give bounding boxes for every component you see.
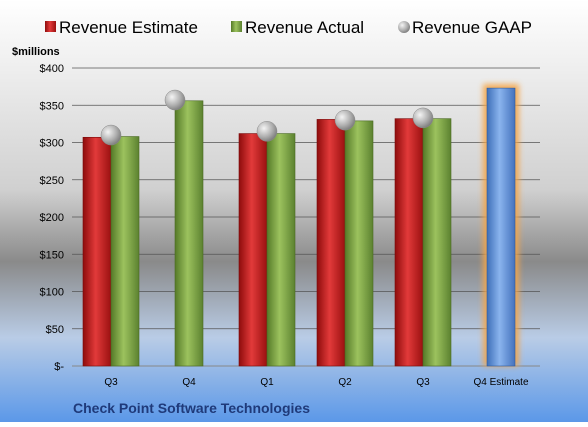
bar-revenue-estimate bbox=[316, 119, 346, 367]
y-axis-title: $millions bbox=[12, 46, 60, 58]
x-tick-label: Q1 bbox=[260, 377, 274, 388]
x-tick-label: Q4 Estimate bbox=[473, 377, 528, 388]
y-tick-label: $300 bbox=[40, 138, 64, 150]
marker-revenue-gaap bbox=[334, 109, 356, 131]
marker-revenue-gaap bbox=[412, 107, 434, 129]
y-tick-label: $350 bbox=[40, 100, 64, 112]
chart-title: Check Point Software Technologies bbox=[73, 400, 310, 416]
legend-swatch bbox=[398, 21, 410, 33]
y-tick-label: $150 bbox=[40, 249, 64, 261]
bar-q4-estimate bbox=[486, 87, 516, 367]
bar-revenue-estimate bbox=[238, 133, 268, 367]
legend-label: Revenue GAAP bbox=[412, 18, 532, 37]
bar-revenue-actual bbox=[422, 118, 452, 367]
marker-revenue-gaap bbox=[100, 124, 122, 146]
legend-swatch bbox=[231, 21, 242, 32]
bar-revenue-estimate bbox=[394, 118, 424, 367]
x-tick-label: Q2 bbox=[338, 377, 352, 388]
legend-label: Revenue Actual bbox=[245, 18, 364, 37]
x-tick-label: Q3 bbox=[416, 377, 430, 388]
y-tick-label: $- bbox=[54, 361, 64, 373]
legend-swatch bbox=[45, 21, 56, 32]
marker-revenue-gaap bbox=[256, 121, 278, 142]
y-tick-label: $250 bbox=[40, 175, 64, 187]
y-tick-label: $400 bbox=[40, 63, 64, 75]
marker-revenue-gaap bbox=[164, 89, 186, 111]
bar-revenue-actual bbox=[174, 100, 204, 367]
x-tick-label: Q3 bbox=[104, 377, 118, 388]
bar-revenue-actual bbox=[110, 136, 140, 367]
bar-revenue-estimate bbox=[82, 136, 112, 367]
legend-label: Revenue Estimate bbox=[59, 18, 198, 37]
y-tick-label: $200 bbox=[40, 212, 64, 224]
y-tick-label: $50 bbox=[46, 324, 64, 336]
x-tick-label: Q4 bbox=[182, 377, 196, 388]
bar-revenue-actual bbox=[266, 133, 296, 367]
y-tick-label: $100 bbox=[40, 287, 64, 299]
bar-revenue-actual bbox=[344, 120, 374, 367]
